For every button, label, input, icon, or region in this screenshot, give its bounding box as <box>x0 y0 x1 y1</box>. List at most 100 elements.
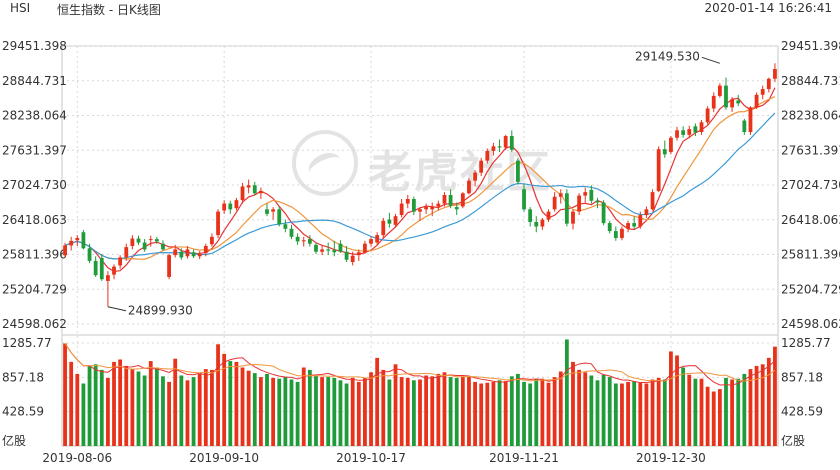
candle <box>185 245 190 259</box>
candle-body <box>497 146 502 148</box>
volume-tick-label-right: 857.18 <box>781 370 823 384</box>
candle <box>405 195 410 209</box>
candle-body <box>142 242 147 250</box>
volume-bar <box>540 378 545 446</box>
candle <box>754 92 759 110</box>
volume-bar <box>246 370 251 446</box>
candle-body <box>717 85 722 96</box>
candle-body <box>93 260 98 276</box>
volume-bar <box>234 361 239 446</box>
volume-bar <box>583 372 588 446</box>
volume-bar <box>497 380 502 446</box>
volume-bar <box>191 377 196 446</box>
candle-body <box>546 211 551 220</box>
candle-body <box>656 149 661 191</box>
volume-bar <box>295 381 300 446</box>
candle <box>320 245 324 256</box>
candle <box>699 119 704 135</box>
candle-body <box>595 200 600 203</box>
candle-body <box>277 209 282 225</box>
candle-body <box>454 207 459 210</box>
candle <box>246 179 251 194</box>
candle-body <box>216 211 220 236</box>
candle-body <box>479 160 484 173</box>
volume-bar <box>326 377 331 446</box>
candle <box>191 249 196 259</box>
volume-bar <box>136 371 141 446</box>
candle <box>271 207 276 220</box>
ma10-line <box>64 96 776 260</box>
volume-bar <box>491 381 496 446</box>
candle-body <box>301 240 306 242</box>
candle <box>240 182 245 204</box>
candle <box>136 235 141 245</box>
candle <box>167 254 171 280</box>
candle <box>748 106 753 135</box>
volume-tick-label-right: 428.59 <box>781 405 823 419</box>
volume-bar <box>344 383 349 446</box>
price-tick-label-right: 27631.397 <box>781 143 840 157</box>
candle <box>656 146 661 193</box>
candle-body <box>130 238 135 246</box>
candle-body <box>210 236 214 245</box>
candle-body <box>491 146 496 151</box>
candle-body <box>460 193 465 207</box>
candle-body <box>191 252 196 257</box>
volume-bar <box>595 380 600 446</box>
candle-body <box>289 228 294 237</box>
volume-tick-label-left: 857.18 <box>2 370 44 384</box>
volume-bar <box>203 369 208 446</box>
volume-bar <box>577 369 582 446</box>
candle <box>613 226 618 241</box>
candle-body <box>369 239 373 244</box>
price-tick-label-right: 26418.063 <box>781 213 840 227</box>
candle <box>436 200 441 211</box>
candle-body <box>571 211 575 224</box>
high-annotation-label: 29149.530 <box>635 49 700 63</box>
candle-body <box>448 195 453 206</box>
candle-body <box>356 252 361 256</box>
candle <box>411 196 416 216</box>
volume-bar <box>418 379 422 446</box>
candle <box>75 235 80 246</box>
volume-bar <box>509 376 514 446</box>
volume-bar <box>161 376 165 446</box>
candle <box>173 244 178 258</box>
volume-bar <box>283 377 288 446</box>
candle-body <box>577 195 582 212</box>
candle-body <box>528 209 533 222</box>
volume-bar <box>632 381 637 446</box>
candle-body <box>320 249 324 252</box>
volume-bar <box>210 369 214 446</box>
volume-bar <box>485 382 490 446</box>
volume-bar <box>197 373 202 446</box>
candle-body <box>375 235 380 243</box>
candle-body <box>271 209 276 212</box>
candle <box>430 202 435 217</box>
candle-body <box>167 255 171 277</box>
date-tick-label: 2019-11-21 <box>489 451 559 465</box>
volume-bar <box>748 369 753 446</box>
candle <box>393 213 398 227</box>
candle-body <box>136 238 141 243</box>
candle <box>742 118 747 135</box>
volume-bar <box>620 383 624 446</box>
candle <box>338 240 343 253</box>
volume-bar <box>503 381 508 446</box>
candle <box>760 85 765 100</box>
candle-body <box>240 186 245 201</box>
candle <box>662 140 667 158</box>
candle-body <box>430 206 435 210</box>
candle <box>534 216 539 233</box>
volume-bar <box>546 382 551 446</box>
volume-bar <box>730 379 734 446</box>
volume-bar <box>711 391 716 446</box>
volume-bar <box>705 386 710 446</box>
volume-bar <box>222 353 227 446</box>
volume-bar <box>387 379 392 446</box>
volume-tick-label-left: 1285.77 <box>2 336 52 350</box>
date-tick-label: 2019-10-17 <box>336 451 406 465</box>
candle <box>632 216 637 230</box>
candle <box>607 220 612 234</box>
candle <box>344 245 349 263</box>
